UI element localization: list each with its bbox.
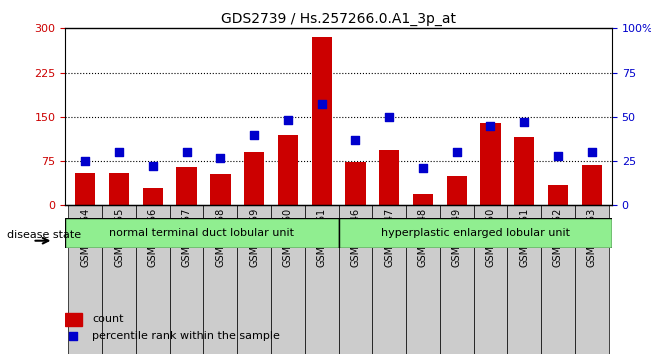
Point [182, 149, 192, 155]
Point [350, 137, 361, 143]
Point [553, 153, 563, 159]
Text: hyperplastic enlarged lobular unit: hyperplastic enlarged lobular unit [381, 228, 570, 238]
Text: percentile rank within the sample: percentile rank within the sample [92, 331, 281, 341]
FancyBboxPatch shape [541, 205, 575, 354]
Bar [514, 137, 534, 205]
Bar [480, 123, 501, 205]
FancyBboxPatch shape [339, 218, 612, 248]
Text: disease state: disease state [7, 230, 81, 240]
Title: GDS2739 / Hs.257266.0.A1_3p_at: GDS2739 / Hs.257266.0.A1_3p_at [221, 12, 456, 26]
Point [283, 118, 293, 123]
FancyBboxPatch shape [136, 205, 170, 354]
FancyBboxPatch shape [575, 205, 609, 354]
Point [215, 155, 226, 160]
FancyBboxPatch shape [68, 205, 102, 354]
FancyBboxPatch shape [305, 205, 339, 354]
Point [249, 132, 259, 137]
Point [68, 333, 79, 339]
Bar [210, 174, 230, 205]
Bar [278, 135, 298, 205]
Bar [447, 176, 467, 205]
Text: count: count [92, 314, 124, 324]
Bar [379, 150, 399, 205]
Bar [76, 173, 96, 205]
Bar [345, 162, 365, 205]
Point [519, 119, 529, 125]
FancyBboxPatch shape [65, 218, 339, 248]
FancyBboxPatch shape [473, 205, 507, 354]
Bar [244, 152, 264, 205]
Point [451, 149, 462, 155]
FancyBboxPatch shape [237, 205, 271, 354]
Point [485, 123, 495, 129]
Bar [312, 37, 332, 205]
Bar [547, 185, 568, 205]
FancyBboxPatch shape [406, 205, 440, 354]
Point [384, 114, 395, 120]
FancyBboxPatch shape [440, 205, 473, 354]
Point [316, 102, 327, 107]
Bar [143, 188, 163, 205]
Bar [109, 173, 130, 205]
Point [587, 149, 597, 155]
FancyBboxPatch shape [507, 205, 541, 354]
FancyBboxPatch shape [339, 205, 372, 354]
Bar [581, 165, 602, 205]
FancyBboxPatch shape [204, 205, 237, 354]
Bar [413, 194, 433, 205]
Point [148, 164, 158, 169]
FancyBboxPatch shape [372, 205, 406, 354]
FancyBboxPatch shape [102, 205, 136, 354]
Bar [176, 167, 197, 205]
Point [114, 149, 124, 155]
Point [80, 158, 90, 164]
FancyBboxPatch shape [271, 205, 305, 354]
Point [418, 165, 428, 171]
Text: normal terminal duct lobular unit: normal terminal duct lobular unit [109, 228, 294, 238]
Bar [65, 313, 81, 326]
FancyBboxPatch shape [170, 205, 204, 354]
